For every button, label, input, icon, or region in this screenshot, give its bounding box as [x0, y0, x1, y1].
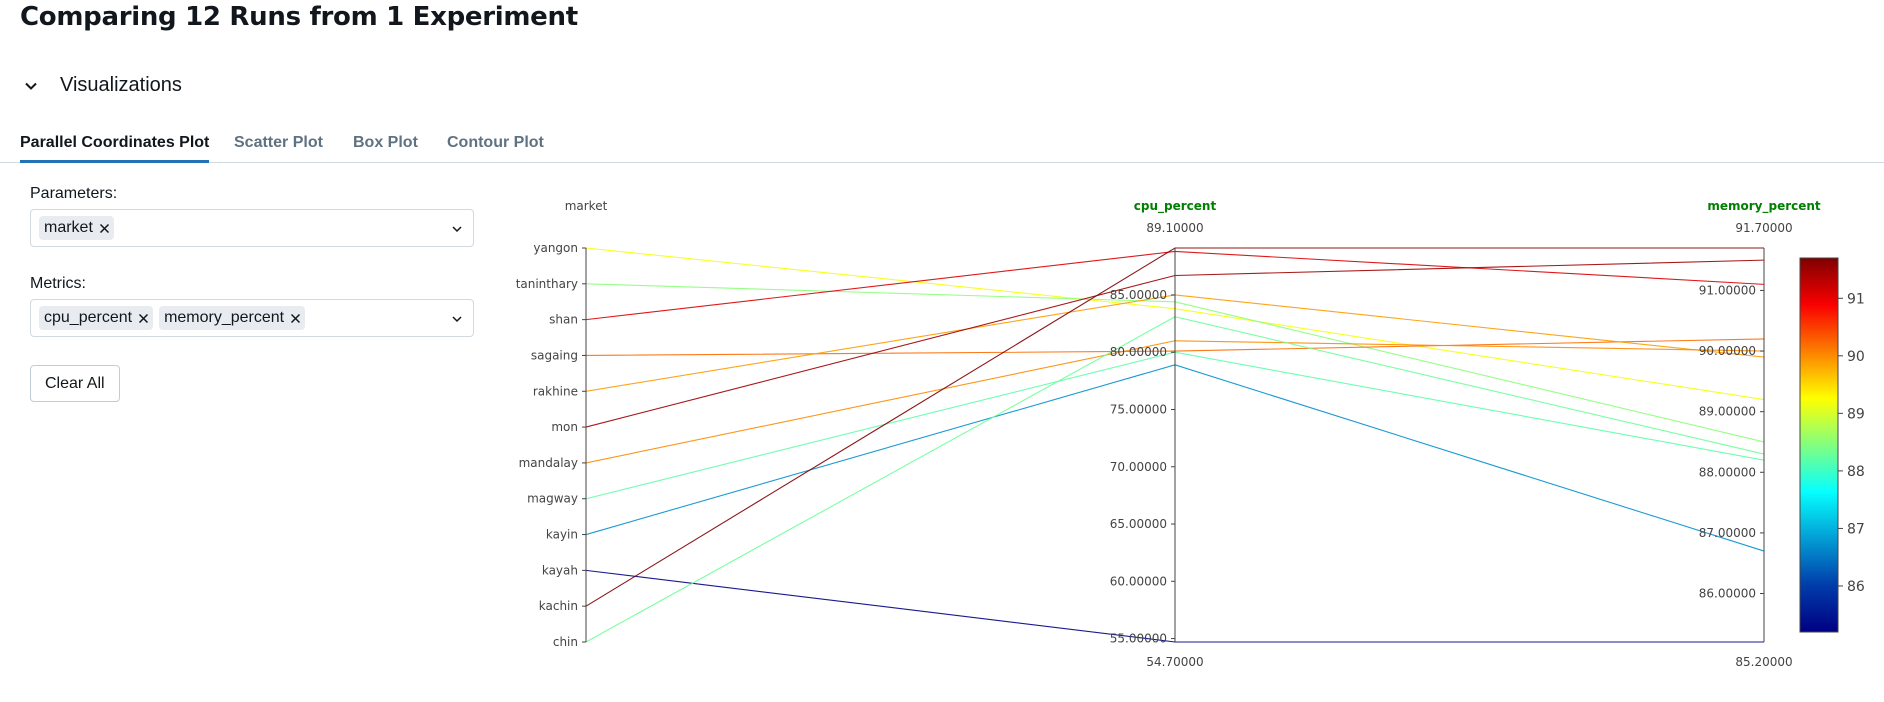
chip-label: cpu_percent: [44, 309, 133, 326]
cpu-percent-range-min: 54.70000: [1146, 655, 1203, 669]
colorbar-tick-label: 88: [1847, 464, 1865, 480]
memory-percent-tick-label: 89.00000: [1699, 405, 1756, 419]
memory-percent-range-max: 91.70000: [1735, 221, 1792, 235]
tab-parallel-coordinates[interactable]: Parallel Coordinates Plot: [20, 134, 210, 163]
chevron-down-icon[interactable]: [451, 223, 463, 235]
tab-scatter-plot[interactable]: Scatter Plot: [234, 134, 323, 151]
colorbar-tick-label: 86: [1847, 579, 1865, 595]
tab-contour-plot[interactable]: Contour Plot: [447, 134, 544, 151]
parameter-chip-market: market: [39, 216, 114, 240]
chevron-down-icon: [25, 82, 37, 90]
chevron-down-icon[interactable]: [451, 313, 463, 325]
market-tick-label-mon: mon: [551, 420, 578, 434]
memory-percent-tick-label: 91.00000: [1699, 283, 1756, 297]
market-tick-label-kayin: kayin: [546, 528, 578, 542]
market-tick-label-kayah: kayah: [542, 563, 578, 577]
clear-all-button[interactable]: Clear All: [30, 365, 120, 402]
cpu-percent-tick-label: 60.00000: [1110, 574, 1167, 588]
market-tick-label-yangon: yangon: [533, 241, 578, 255]
close-icon[interactable]: [290, 313, 301, 324]
chip-label: market: [44, 219, 93, 236]
metric-chip-memory-percent: memory_percent: [159, 306, 306, 330]
cpu-percent-range-max: 89.10000: [1146, 221, 1203, 235]
market-tick-label-taninthary: taninthary: [516, 277, 578, 291]
cpu-percent-tick-label: 55.00000: [1110, 632, 1167, 646]
parameters-label: Parameters:: [30, 185, 118, 202]
memory-percent-tick-label: 88.00000: [1699, 465, 1756, 479]
visualization-tabs: Parallel Coordinates Plot Scatter Plot B…: [0, 128, 1884, 163]
market-tick-label-rakhine: rakhine: [533, 384, 578, 398]
colorbar-tick-label: 91: [1847, 291, 1865, 307]
axis-title-cpu-percent: cpu_percent: [1134, 199, 1217, 214]
cpu-percent-tick-label: 70.00000: [1110, 460, 1167, 474]
visualizations-toggle[interactable]: Visualizations: [22, 74, 182, 97]
colorbar-tick-label: 90: [1847, 349, 1865, 365]
tab-box-plot[interactable]: Box Plot: [353, 134, 418, 151]
colorbar: [1799, 257, 1839, 633]
market-tick-label-kachin: kachin: [539, 599, 578, 613]
page-title: Comparing 12 Runs from 1 Experiment: [20, 2, 578, 32]
cpu-percent-tick-label: 65.00000: [1110, 517, 1167, 531]
colorbar-tick-label: 89: [1847, 406, 1865, 422]
close-icon[interactable]: [99, 223, 110, 234]
cpu-percent-tick-label: 80.00000: [1110, 345, 1167, 359]
metrics-select[interactable]: cpu_percent memory_percent: [30, 299, 474, 337]
visualizations-label: Visualizations: [60, 74, 182, 96]
cpu-percent-tick-label: 75.00000: [1110, 402, 1167, 416]
memory-percent-tick-label: 87.00000: [1699, 526, 1756, 540]
axis-title-market: market: [565, 199, 608, 213]
memory-percent-tick-label: 90.00000: [1699, 344, 1756, 358]
market-tick-label-chin: chin: [553, 635, 578, 649]
axis-title-memory-percent: memory_percent: [1707, 199, 1821, 214]
cpu-percent-tick-label: 85.00000: [1110, 288, 1167, 302]
memory-percent-range-min: 85.20000: [1735, 655, 1792, 669]
metric-chip-cpu-percent: cpu_percent: [39, 306, 154, 330]
parameters-select[interactable]: market: [30, 209, 474, 247]
metrics-label: Metrics:: [30, 275, 86, 292]
colorbar-tick-label: 87: [1847, 521, 1865, 537]
close-icon[interactable]: [138, 313, 149, 324]
market-tick-label-sagaing: sagaing: [531, 348, 578, 362]
market-tick-label-shan: shan: [549, 313, 578, 327]
memory-percent-tick-label: 86.00000: [1699, 587, 1756, 601]
chip-label: memory_percent: [164, 309, 285, 326]
market-tick-label-mandalay: mandalay: [519, 456, 578, 470]
market-tick-label-magway: magway: [527, 492, 578, 506]
